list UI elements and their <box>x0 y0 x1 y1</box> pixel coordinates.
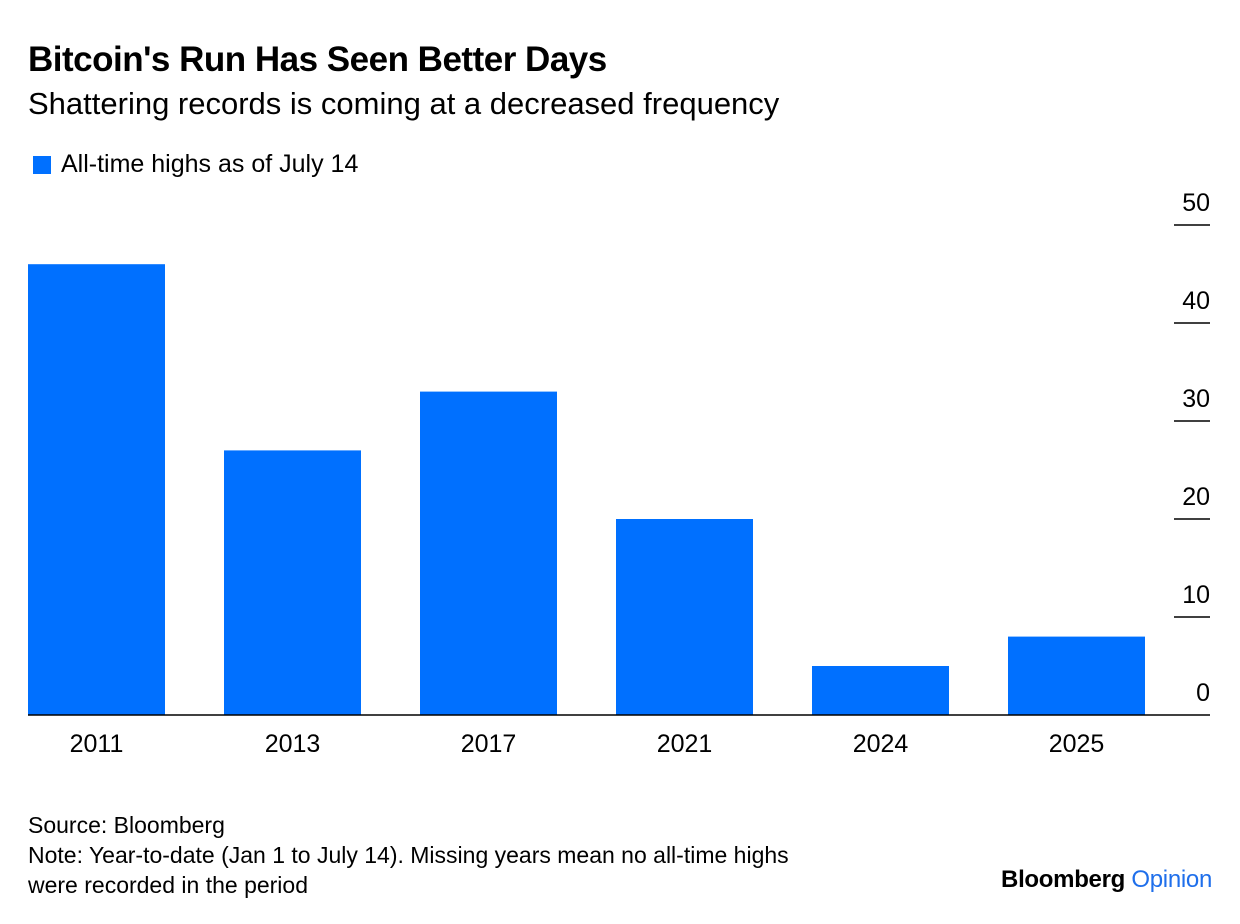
bar-2011 <box>28 264 165 715</box>
brand-name: Bloomberg <box>1001 866 1125 893</box>
bar-2013 <box>224 450 361 715</box>
x-tick-label-2013: 2013 <box>265 730 321 758</box>
bar-2021 <box>616 519 753 715</box>
bar-2017 <box>420 391 557 715</box>
x-tick-label-2011: 2011 <box>70 730 124 758</box>
bloomberg-opinion-logo: Bloomberg Opinion <box>1001 866 1212 894</box>
legend-swatch <box>33 155 51 174</box>
legend: All-time highs as of July 14 <box>33 150 358 179</box>
x-tick-label-2017: 2017 <box>461 730 517 758</box>
brand-section: Opinion <box>1131 866 1212 893</box>
y-tick-label-30: 30 <box>1182 385 1210 413</box>
chart-title: Bitcoin's Run Has Seen Better Days <box>28 40 607 79</box>
y-tick-label-40: 40 <box>1182 287 1210 315</box>
x-tick-label-2025: 2025 <box>1049 730 1105 758</box>
note-text-line-1: Note: Year-to-date (Jan 1 to July 14). M… <box>28 842 789 868</box>
y-tick-label-0: 0 <box>1196 679 1210 707</box>
source-text: Source: Bloomberg <box>28 812 225 838</box>
bar-2024 <box>812 666 949 715</box>
y-tick-label-10: 10 <box>1182 581 1210 609</box>
legend-label: All-time highs as of July 14 <box>61 150 359 178</box>
x-tick-label-2021: 2021 <box>657 730 713 758</box>
footnote: Source: Bloomberg Note: Year-to-date (Ja… <box>28 810 928 900</box>
x-tick-label-2024: 2024 <box>853 730 909 758</box>
chart-subtitle: Shattering records is coming at a decrea… <box>28 86 780 121</box>
bar-2025 <box>1008 636 1145 715</box>
y-tick-label-20: 20 <box>1182 483 1210 511</box>
note-text-line-2: were recorded in the period <box>28 872 308 898</box>
y-tick-label-50: 50 <box>1182 189 1210 217</box>
